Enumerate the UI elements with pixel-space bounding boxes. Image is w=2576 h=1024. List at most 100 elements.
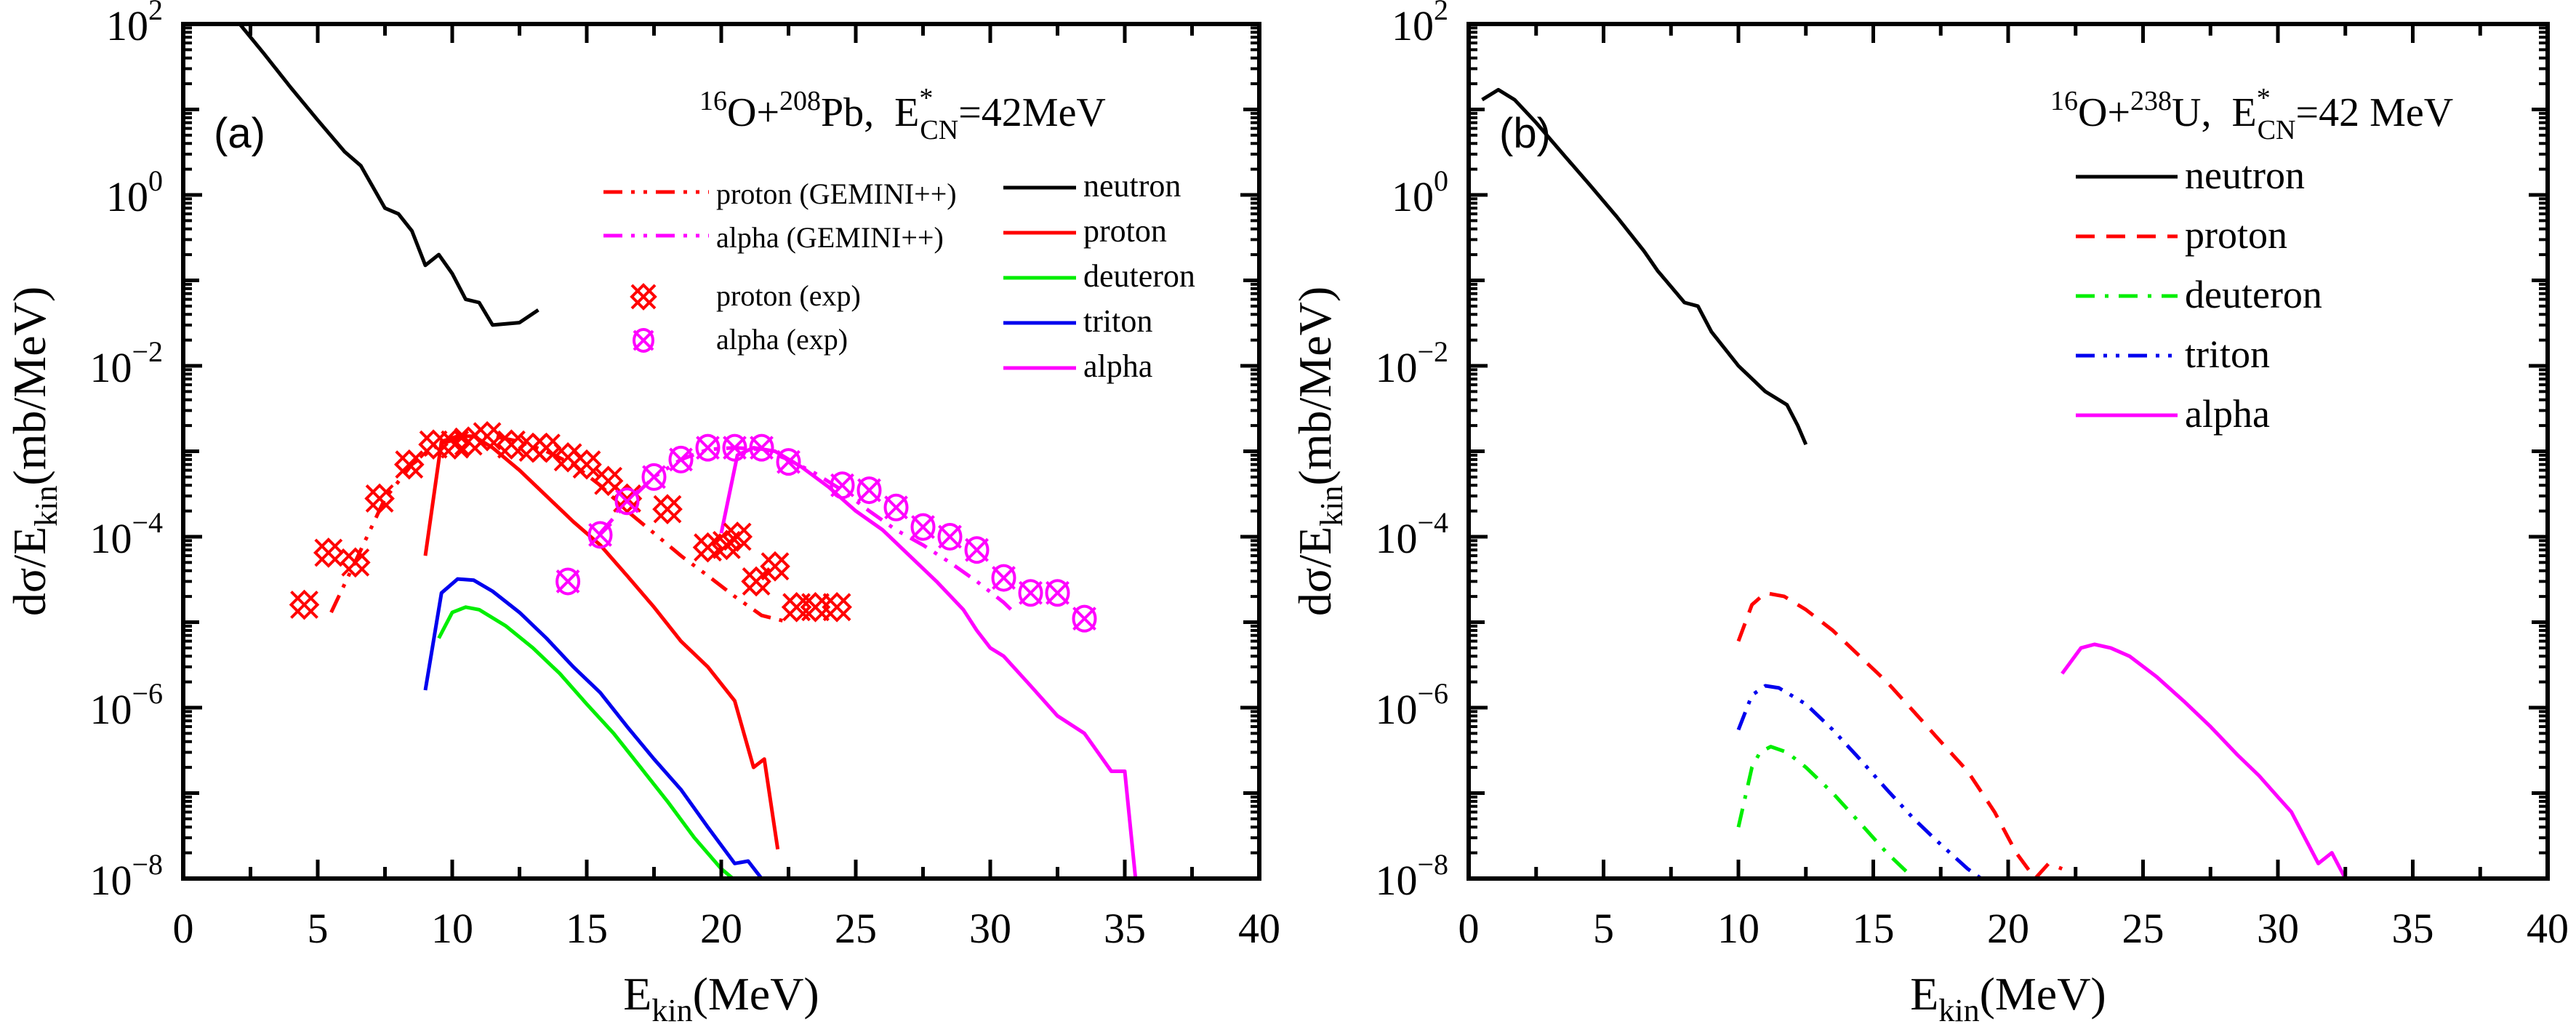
legend-label: proton: [2185, 213, 2287, 257]
title-mass-1: 16: [699, 86, 727, 116]
panel-b-label: (b): [1499, 110, 1551, 157]
marker-proton-exp: [822, 591, 852, 623]
legend-label: neutron: [2185, 153, 2305, 197]
x-axis-title: Ekin(MeV): [623, 968, 819, 1024]
title-rest: =42MeV: [958, 90, 1106, 135]
marker-proton-exp: [722, 521, 753, 552]
y-tick-label: 10−8: [89, 848, 163, 904]
legend-label: alpha (GEMINI++): [716, 221, 944, 254]
y-tick-exp: −2: [1417, 335, 1448, 368]
marker-alpha-exp: [830, 471, 855, 500]
series-proton-exp: [289, 420, 852, 623]
marker-alpha-exp: [910, 513, 936, 541]
y-tick-exp: 0: [148, 164, 163, 197]
legend-label: proton: [1083, 213, 1167, 249]
title-star: *: [2257, 83, 2271, 113]
title-star: *: [919, 83, 933, 113]
marker-alpha-exp: [749, 433, 774, 462]
x-tick-label: 0: [173, 905, 194, 952]
y-tick-label: 10−4: [89, 506, 163, 562]
series-alpha: [719, 446, 1138, 879]
marker-proton-exp: [393, 449, 425, 480]
y-axis-title-rest: (mb/MeV): [4, 287, 55, 486]
y-tick-base: 10: [1375, 686, 1417, 733]
title-mass-2: 208: [779, 86, 821, 116]
marker-alpha-exp: [587, 521, 613, 549]
marker-proton-exp: [800, 591, 831, 623]
marker-proton-exp: [741, 566, 771, 597]
series-neutron: [238, 24, 539, 327]
marker-alpha-exp: [555, 567, 581, 596]
x-tick-label: 25: [835, 905, 877, 952]
x-tick-label: 35: [2392, 905, 2434, 952]
marker-alpha-exp: [641, 463, 667, 491]
x-axis-title: Ekin(MeV): [1910, 968, 2106, 1024]
panel-a-series: [238, 24, 1138, 879]
y-tick-base: 10: [1375, 857, 1417, 904]
y-tick-base: 10: [89, 686, 132, 733]
y-axis-title-rest: (mb/MeV): [1289, 287, 1341, 486]
y-tick-label: 10−6: [89, 677, 163, 733]
title-sub: CN: [920, 115, 958, 145]
marker-proton-exp: [571, 449, 602, 480]
panel-b-legend: neutron proton deuteron triton alpha: [2076, 153, 2322, 436]
y-tick-base: 10: [106, 173, 148, 220]
y-tick-label: 102: [106, 0, 163, 49]
y-tick-exp: 0: [1434, 164, 1448, 197]
marker-alpha-exp: [937, 523, 963, 551]
x-tick-label: 10: [431, 905, 473, 952]
legend-label: alpha: [1083, 348, 1152, 384]
panel-a-label: (a): [214, 110, 265, 157]
legend-label: proton (exp): [716, 279, 861, 312]
marker-alpha-exp: [1072, 604, 1097, 633]
title-elem-2: U, E: [2172, 90, 2257, 135]
y-tick-base: 10: [89, 344, 132, 391]
series-proton: [423, 434, 780, 850]
x-tick-label: 20: [700, 905, 742, 952]
series-deuteron: [437, 605, 765, 879]
panel-a: 0 5 10 15 20 25 30 35 4010210010−210−410−610−8Ek…: [4, 0, 1280, 1024]
series-triton: [423, 577, 775, 879]
y-tick-base: 10: [1375, 344, 1417, 391]
series-proton: [1736, 591, 2063, 879]
x-axis-title-rest: (MeV): [693, 968, 819, 1020]
x-tick-label: 35: [1104, 905, 1146, 952]
x-tick-label: 25: [2122, 905, 2164, 952]
x-tick-label: 40: [2527, 905, 2569, 952]
x-tick-label: 10: [1717, 905, 1760, 952]
x-tick-label: 5: [1593, 905, 1614, 952]
x-axis-title-sub: kin: [651, 993, 692, 1024]
panel-b-frame: [1466, 22, 2550, 881]
marker-alpha-exp: [856, 476, 882, 505]
x-tick-label: 5: [308, 905, 329, 952]
y-tick-label: 102: [1392, 0, 1448, 49]
y-tick-label: 10−6: [1375, 677, 1448, 733]
marker-proton-exp: [418, 429, 449, 460]
series-proton-gemini: [329, 434, 790, 624]
title-elem-1: O+: [2078, 90, 2130, 135]
legend-label: deuteron: [2185, 273, 2322, 316]
y-tick-exp: −8: [1417, 848, 1448, 881]
y-tick-base: 10: [1375, 515, 1417, 562]
legend-marker: [633, 328, 654, 353]
x-tick-label: 15: [1853, 905, 1895, 952]
x-axis-title-main: E: [1910, 968, 1938, 1020]
x-axis-title-main: E: [623, 968, 651, 1020]
y-tick-label: 10−2: [1375, 335, 1448, 391]
marker-alpha-exp: [1045, 579, 1070, 607]
y-tick-base: 10: [89, 857, 132, 904]
title-mass-1: 16: [2050, 86, 2078, 116]
series-alpha: [2061, 642, 2348, 879]
panel-b-title: 16O+238U, E* CN=42 MeV: [2050, 83, 2453, 145]
marker-proton-exp: [760, 551, 790, 582]
marker-alpha-exp: [883, 493, 909, 521]
y-tick-base: 10: [1392, 173, 1434, 220]
panel-b-series: [1481, 87, 2348, 879]
panel-a-title: 16O+208Pb, E* CN=42MeV: [699, 83, 1106, 145]
y-axis-title-main: dσ/E: [4, 527, 55, 616]
legend-label: deuteron: [1083, 258, 1195, 294]
y-tick-exp: −8: [132, 848, 163, 881]
legend-marker: [630, 283, 657, 311]
y-tick-exp: −4: [132, 506, 163, 539]
panel-a-ticks: 0 5 10 15 20 25 30 35 4010210010−210−410−610−8Ek…: [4, 0, 1280, 1024]
